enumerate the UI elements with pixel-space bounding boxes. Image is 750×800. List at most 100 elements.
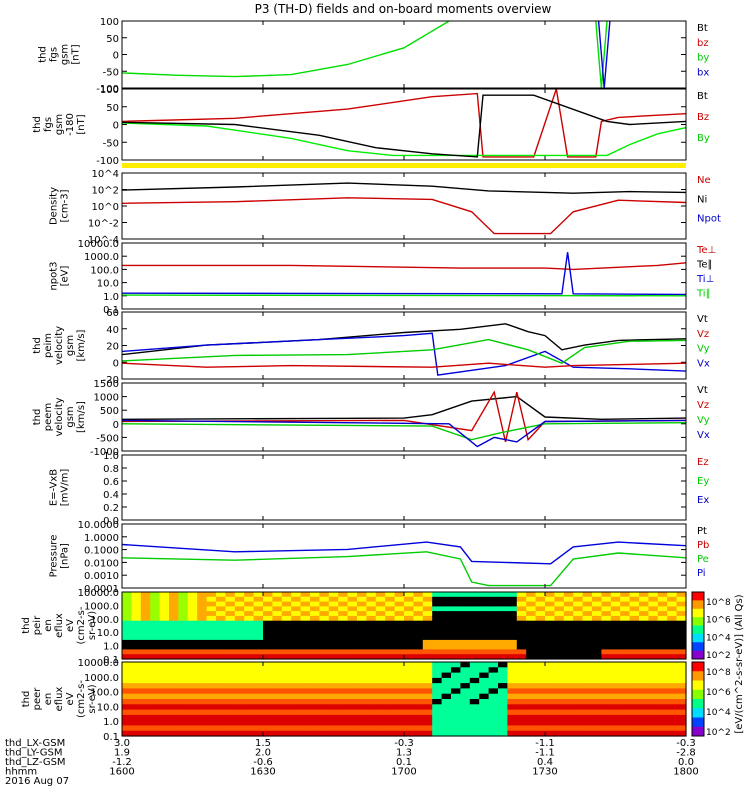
spectrogram-cell <box>394 606 405 612</box>
spectrogram-cell <box>498 662 508 668</box>
spectrogram-cell <box>545 720 555 726</box>
spectrogram-cell <box>253 635 264 641</box>
spectrogram-cell <box>460 662 471 668</box>
spectrogram-cell <box>319 714 330 721</box>
spectrogram-cell <box>563 714 574 721</box>
spectrogram-cell <box>582 639 593 646</box>
spectrogram-cell <box>498 699 508 705</box>
spectrogram-cell <box>451 620 461 627</box>
spectrogram-cell <box>648 683 659 689</box>
spectrogram-cell <box>610 639 621 646</box>
footer-value: -1.1 <box>535 748 555 759</box>
spectrogram-cell <box>422 596 433 603</box>
spectrogram-cell <box>639 644 649 650</box>
spectrogram-cell <box>206 683 217 689</box>
spectrogram-cell <box>657 725 668 732</box>
spectrogram-cell <box>413 677 424 684</box>
spectrogram-cell <box>206 601 217 607</box>
spectrogram-cell <box>582 730 593 737</box>
spectrogram-cell <box>122 704 132 711</box>
spectrogram-cell <box>488 709 499 716</box>
spectrogram-cell <box>357 688 367 695</box>
y-tick-label: 1.0 <box>103 451 119 462</box>
spectrogram-cell <box>620 630 631 636</box>
spectrogram-cell <box>516 688 527 695</box>
spectrogram-cell <box>159 601 170 607</box>
spectrogram-cell <box>328 644 339 650</box>
spectrogram-cell <box>272 601 283 607</box>
colorbar-segment <box>692 600 704 610</box>
spectrogram-cell <box>394 615 405 622</box>
spectrogram-cell <box>385 667 396 674</box>
spectrogram-cell <box>150 630 161 636</box>
spectrogram-cell <box>263 699 273 705</box>
spectrogram-cell <box>469 662 480 668</box>
spectrogram-cell <box>131 625 142 631</box>
series-line-Vt <box>122 395 686 421</box>
spectrogram-cell <box>535 611 546 617</box>
y-tick-label: 10^-4 <box>88 235 119 246</box>
y-axis-label-line: velocity <box>54 397 65 436</box>
spectrogram-cell <box>338 662 349 668</box>
spectrogram-cell <box>281 709 292 716</box>
spectrogram-cell <box>422 654 433 660</box>
spectrogram-cell <box>234 606 245 612</box>
spectrogram-cell <box>441 639 452 646</box>
y-tick-label: 0.4 <box>103 490 119 501</box>
spectrogram-cell <box>639 667 649 674</box>
spectrogram-cell <box>225 693 236 700</box>
spectrogram-cell <box>366 672 377 679</box>
spectrogram-cell <box>667 725 678 732</box>
colorbar-tick: 10^6 <box>706 688 731 698</box>
spectrogram-cell <box>310 699 320 705</box>
spectrogram-cell <box>375 683 386 689</box>
spectrogram-cell <box>140 683 151 689</box>
spectrogram-cell <box>582 615 593 622</box>
spectrogram-cell <box>404 606 414 612</box>
footer-value: 1730 <box>532 767 557 778</box>
colorbar-tick: 10^8 <box>706 598 731 608</box>
spectrogram-cell <box>629 677 640 684</box>
spectrogram-cell <box>244 730 255 737</box>
spectrogram-cell <box>131 672 142 679</box>
spectrogram-cell <box>225 596 236 603</box>
spectrogram-cell <box>310 704 320 711</box>
spectrogram-cell <box>197 730 208 737</box>
spectrogram-cell <box>375 644 386 650</box>
spectrogram-cell <box>140 662 151 668</box>
spectrogram-cell <box>300 730 311 737</box>
spectrogram-cell <box>563 677 574 684</box>
spectrogram-cell <box>451 649 461 655</box>
spectrogram-cell <box>263 672 273 679</box>
spectrogram-cell <box>310 596 320 603</box>
y-tick-label: 0.1 <box>103 732 119 743</box>
spectrogram-cell <box>554 596 565 603</box>
series-line-Ne <box>122 197 686 235</box>
spectrogram-cell <box>122 649 132 655</box>
spectrogram-cell <box>159 644 170 650</box>
spectrogram-cell <box>610 699 621 705</box>
spectrogram-cell <box>366 662 377 668</box>
spectrogram-cell <box>657 709 668 716</box>
y-axis-label: thdpeimvelocitygsm[km/s] <box>32 326 87 365</box>
spectrogram-cell <box>422 630 433 636</box>
spectrogram-cell <box>263 601 273 607</box>
spectrogram-cell <box>272 654 283 660</box>
spectrogram-cell <box>206 704 217 711</box>
spectrogram-cell <box>263 725 273 732</box>
spectrogram-cell <box>253 725 264 732</box>
spectrogram-cell <box>206 644 217 650</box>
spectrogram-cell <box>216 688 226 695</box>
y-axis-label-line: peem <box>43 403 54 431</box>
spectrogram-cell <box>516 625 527 631</box>
spectrogram-cell <box>451 704 461 711</box>
spectrogram-cell <box>563 693 574 700</box>
legend-entry: Bt <box>697 23 708 34</box>
spectrogram-cell <box>385 704 396 711</box>
y-axis-label-line: sr-eV) <box>87 684 98 713</box>
spectrogram-cell <box>272 630 283 636</box>
spectrogram-cell <box>310 662 320 668</box>
spectrogram-cell <box>563 730 574 737</box>
spectrogram-cell <box>216 596 226 603</box>
spectrogram-cell <box>592 667 602 674</box>
